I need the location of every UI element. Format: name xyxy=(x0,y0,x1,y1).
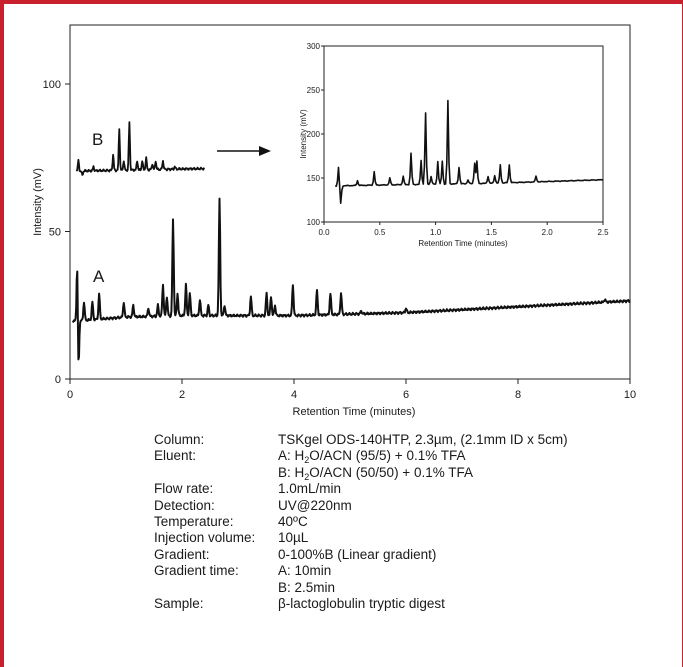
condition-value: UV@220nm xyxy=(278,497,352,513)
condition-label: Eluent: xyxy=(154,448,197,464)
trace-a-line xyxy=(71,197,631,361)
condition-row: Injection volume: 10µL xyxy=(154,530,674,546)
main-x-tick-label: 4 xyxy=(291,389,297,401)
condition-value: 40ºC xyxy=(278,513,308,529)
condition-row: Gradient: 0-100%B (Linear gradient) xyxy=(154,547,674,563)
condition-value: 1.0mL/min xyxy=(278,481,342,497)
main-x-axis-label: Retention Time (minutes) xyxy=(293,406,416,418)
trace-b-label: B xyxy=(92,130,103,149)
condition-label xyxy=(154,465,278,481)
condition-value: B: H2O/ACN (50/50) + 0.1% TFA xyxy=(278,464,473,482)
trace-a-label: A xyxy=(93,267,105,286)
condition-label: Detection: xyxy=(154,497,215,513)
inset-y-tick-label: 100 xyxy=(307,218,321,227)
condition-label: Temperature: xyxy=(154,513,234,529)
condition-row: Detection: UV@220nm xyxy=(154,498,674,514)
main-y-axis-label: Intensity (mV) xyxy=(32,168,44,236)
inset-x-tick-label: 2.0 xyxy=(542,228,554,237)
condition-label: Gradient: xyxy=(154,546,210,562)
condition-label: Injection volume: xyxy=(154,530,256,546)
condition-value: TSKgel ODS-140HTP, 2.3µm, (2.1mm ID x 5c… xyxy=(278,432,568,447)
condition-label xyxy=(154,580,278,596)
condition-label: Sample: xyxy=(154,595,204,611)
inset-x-tick-label: 0.0 xyxy=(318,228,330,237)
main-y-tick-label: 100 xyxy=(43,79,61,91)
inset-axis-ticks: 0.0 0.5 1.0 1.5 2.0 2.5 100 150 200 250 300 xyxy=(307,42,609,237)
condition-row: Gradient time: A: 10min xyxy=(154,563,674,579)
condition-row: B: H2O/ACN (50/50) + 0.1% TFA xyxy=(154,464,674,482)
inset-y-tick-label: 250 xyxy=(307,86,321,95)
inset-y-tick-label: 200 xyxy=(307,130,321,139)
inset-x-tick-label: 2.5 xyxy=(597,228,609,237)
condition-row: Flow rate: 1.0mL/min xyxy=(154,481,674,497)
main-x-tick-label: 0 xyxy=(67,389,73,401)
trace-b-line xyxy=(75,121,206,176)
inset-x-tick-label: 1.5 xyxy=(486,228,498,237)
main-plot-frame xyxy=(69,24,631,380)
inset-y-tick-label: 150 xyxy=(307,174,321,183)
inset-trace-line xyxy=(334,99,604,204)
inset-x-tick-label: 0.5 xyxy=(374,228,386,237)
condition-value: β-lactoglobulin tryptic digest xyxy=(278,595,445,611)
condition-value: 10µL xyxy=(278,530,309,546)
main-x-tick-label: 10 xyxy=(624,389,636,401)
condition-row: Temperature: 40ºC xyxy=(154,514,674,530)
inset-y-tick-label: 300 xyxy=(307,42,321,51)
main-y-tick-label: 50 xyxy=(49,227,61,239)
main-y-tick-label: 0 xyxy=(55,374,61,386)
condition-value: A: H2O/ACN (95/5) + 0.1% TFA xyxy=(278,448,466,466)
condition-row: Column: TSKgel ODS-140HTP, 2.3µm, (2.1mm… xyxy=(154,432,674,448)
condition-row: B: 2.5min xyxy=(154,580,674,596)
inset-x-tick-label: 1.0 xyxy=(430,228,442,237)
inset-x-axis-label: Retention Time (minutes) xyxy=(418,239,508,248)
condition-label: Flow rate: xyxy=(154,481,214,497)
condition-value: B: 2.5min xyxy=(278,579,336,595)
inset-y-axis-label: Intensity (mV) xyxy=(299,109,308,159)
arrow-to-inset xyxy=(217,146,271,156)
condition-row: Eluent: A: H2O/ACN (95/5) + 0.1% TFA xyxy=(154,448,674,466)
inset-plot-frame xyxy=(323,45,604,223)
condition-value: A: 10min xyxy=(278,563,332,579)
conditions-table: Column: TSKgel ODS-140HTP, 2.3µm, (2.1mm… xyxy=(154,432,674,612)
condition-label: Column: xyxy=(154,432,205,447)
main-x-tick-label: 8 xyxy=(515,389,521,401)
condition-value: 0-100%B (Linear gradient) xyxy=(278,546,437,562)
main-x-tick-label: 2 xyxy=(179,389,185,401)
main-x-tick-label: 6 xyxy=(403,389,409,401)
condition-label: Gradient time: xyxy=(154,563,239,579)
condition-row: Sample: β-lactoglobulin tryptic digest xyxy=(154,596,674,612)
